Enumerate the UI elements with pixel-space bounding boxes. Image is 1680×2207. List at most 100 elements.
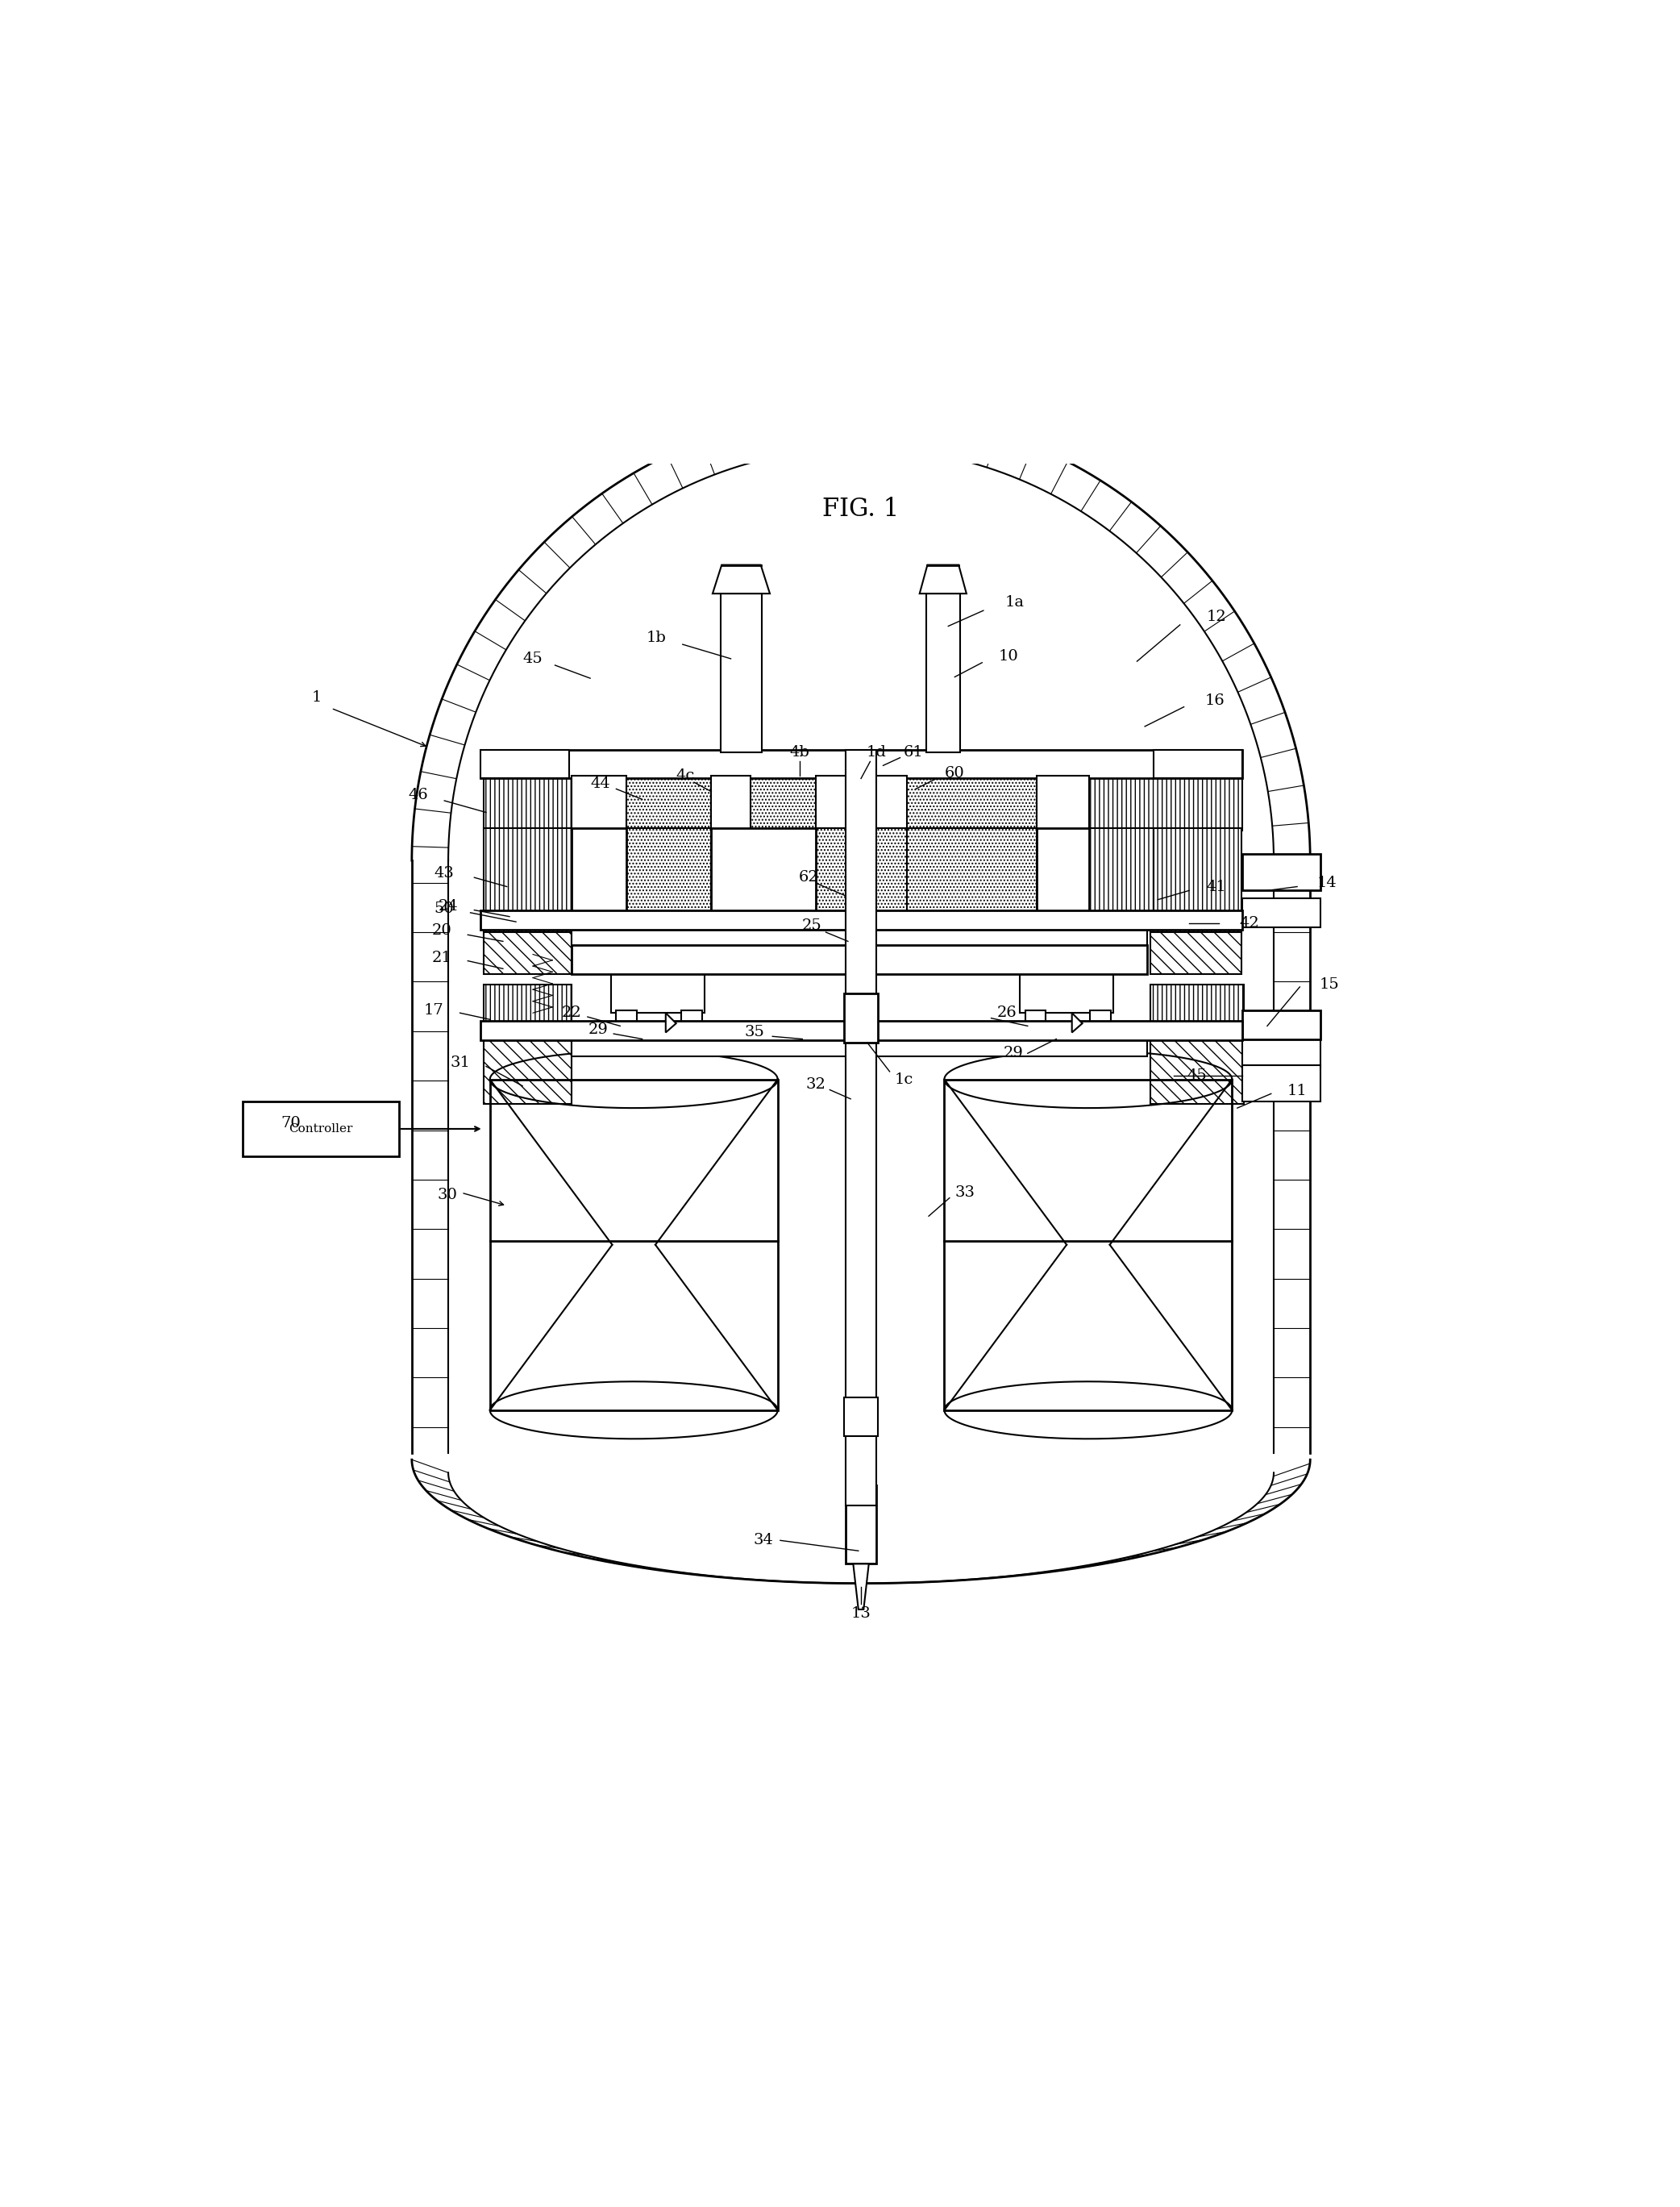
Text: 25: 25 [801, 918, 822, 934]
Polygon shape [712, 565, 769, 594]
Bar [1243, 1066, 1320, 1101]
Text: 20: 20 [432, 925, 452, 938]
Bar [1151, 828, 1242, 936]
Bar [1037, 828, 1089, 914]
Bar [242, 1101, 398, 1156]
Text: 21: 21 [432, 951, 452, 964]
Text: 43: 43 [435, 867, 454, 881]
Text: 16: 16 [1205, 693, 1225, 708]
Bar [926, 594, 959, 753]
Text: 12: 12 [1206, 609, 1226, 625]
Text: 44: 44 [591, 777, 610, 790]
Polygon shape [665, 1013, 675, 1033]
Bar [571, 945, 1147, 973]
Text: 32: 32 [805, 1077, 825, 1092]
Bar [845, 750, 877, 1505]
Text: 15: 15 [1320, 978, 1339, 991]
Text: 26: 26 [996, 1006, 1016, 1020]
Bar [1243, 854, 1320, 892]
Bar [1020, 971, 1114, 1013]
Bar [1243, 898, 1320, 927]
Bar [1243, 1039, 1320, 1068]
Text: 61: 61 [904, 746, 922, 759]
Text: 1b: 1b [647, 631, 667, 644]
Text: FIG. 1: FIG. 1 [823, 497, 899, 521]
Bar [907, 777, 1037, 830]
Text: 1c: 1c [894, 1073, 914, 1086]
Bar [571, 1039, 1147, 1055]
Bar [711, 777, 751, 830]
Bar [682, 1011, 702, 1033]
Text: 33: 33 [956, 1185, 974, 1201]
Text: 4b: 4b [790, 746, 810, 759]
Text: 29: 29 [588, 1022, 608, 1037]
Bar [1151, 931, 1242, 973]
Text: 30: 30 [437, 1187, 457, 1203]
Bar [907, 828, 1037, 914]
Bar [571, 929, 1147, 947]
Bar [1151, 1037, 1243, 1104]
Bar [1243, 1011, 1320, 1039]
Text: 4c: 4c [675, 768, 694, 783]
Bar [1151, 984, 1243, 1039]
Bar [711, 828, 815, 914]
Bar [480, 750, 1243, 779]
Bar [944, 1079, 1231, 1410]
Bar [721, 594, 763, 753]
Bar [627, 828, 711, 914]
Text: 13: 13 [852, 1607, 870, 1620]
Text: 46: 46 [408, 788, 428, 803]
Polygon shape [919, 565, 966, 594]
Text: 42: 42 [1240, 916, 1258, 931]
Text: 11: 11 [1287, 1084, 1307, 1099]
Bar [484, 828, 571, 936]
Bar [571, 777, 627, 830]
Text: 29: 29 [1003, 1046, 1023, 1062]
Bar [484, 1037, 571, 1104]
Bar [1025, 1011, 1047, 1033]
Text: 60: 60 [944, 766, 964, 781]
Bar [484, 777, 571, 830]
Bar [815, 777, 907, 830]
Polygon shape [1072, 1013, 1082, 1033]
Text: 41: 41 [1206, 878, 1226, 894]
Text: 45: 45 [1188, 1068, 1206, 1084]
Polygon shape [853, 1565, 869, 1609]
Text: 70: 70 [281, 1117, 301, 1130]
Bar [571, 828, 627, 914]
Bar [484, 984, 571, 1039]
Bar [751, 777, 815, 830]
Bar [845, 1485, 877, 1565]
Text: 62: 62 [800, 870, 818, 885]
Bar [491, 1079, 778, 1410]
Bar [1089, 828, 1154, 914]
Text: 35: 35 [744, 1026, 764, 1039]
Bar [484, 931, 571, 973]
Text: 34: 34 [753, 1534, 773, 1547]
Text: 24: 24 [438, 898, 459, 914]
Text: 1: 1 [312, 691, 323, 704]
Bar [480, 909, 1243, 929]
Bar [1090, 1011, 1110, 1033]
Text: 1d: 1d [867, 746, 887, 759]
Text: 22: 22 [563, 1006, 581, 1020]
Bar [480, 750, 570, 779]
Bar [617, 1011, 637, 1033]
Bar [612, 971, 706, 1013]
Text: 31: 31 [450, 1055, 470, 1070]
Text: 50: 50 [435, 900, 454, 916]
Bar [627, 777, 711, 830]
Text: Controller: Controller [289, 1123, 353, 1134]
Bar [815, 828, 907, 914]
Bar [1089, 777, 1243, 830]
Text: 45: 45 [522, 651, 543, 667]
Bar [1154, 750, 1243, 779]
Text: 14: 14 [1317, 876, 1337, 889]
Bar [1037, 777, 1089, 830]
Bar [480, 1022, 1243, 1039]
Text: 17: 17 [423, 1004, 444, 1017]
Bar [843, 1397, 879, 1437]
Bar [843, 993, 879, 1044]
Text: 1a: 1a [1005, 596, 1025, 609]
Text: 10: 10 [998, 649, 1018, 664]
